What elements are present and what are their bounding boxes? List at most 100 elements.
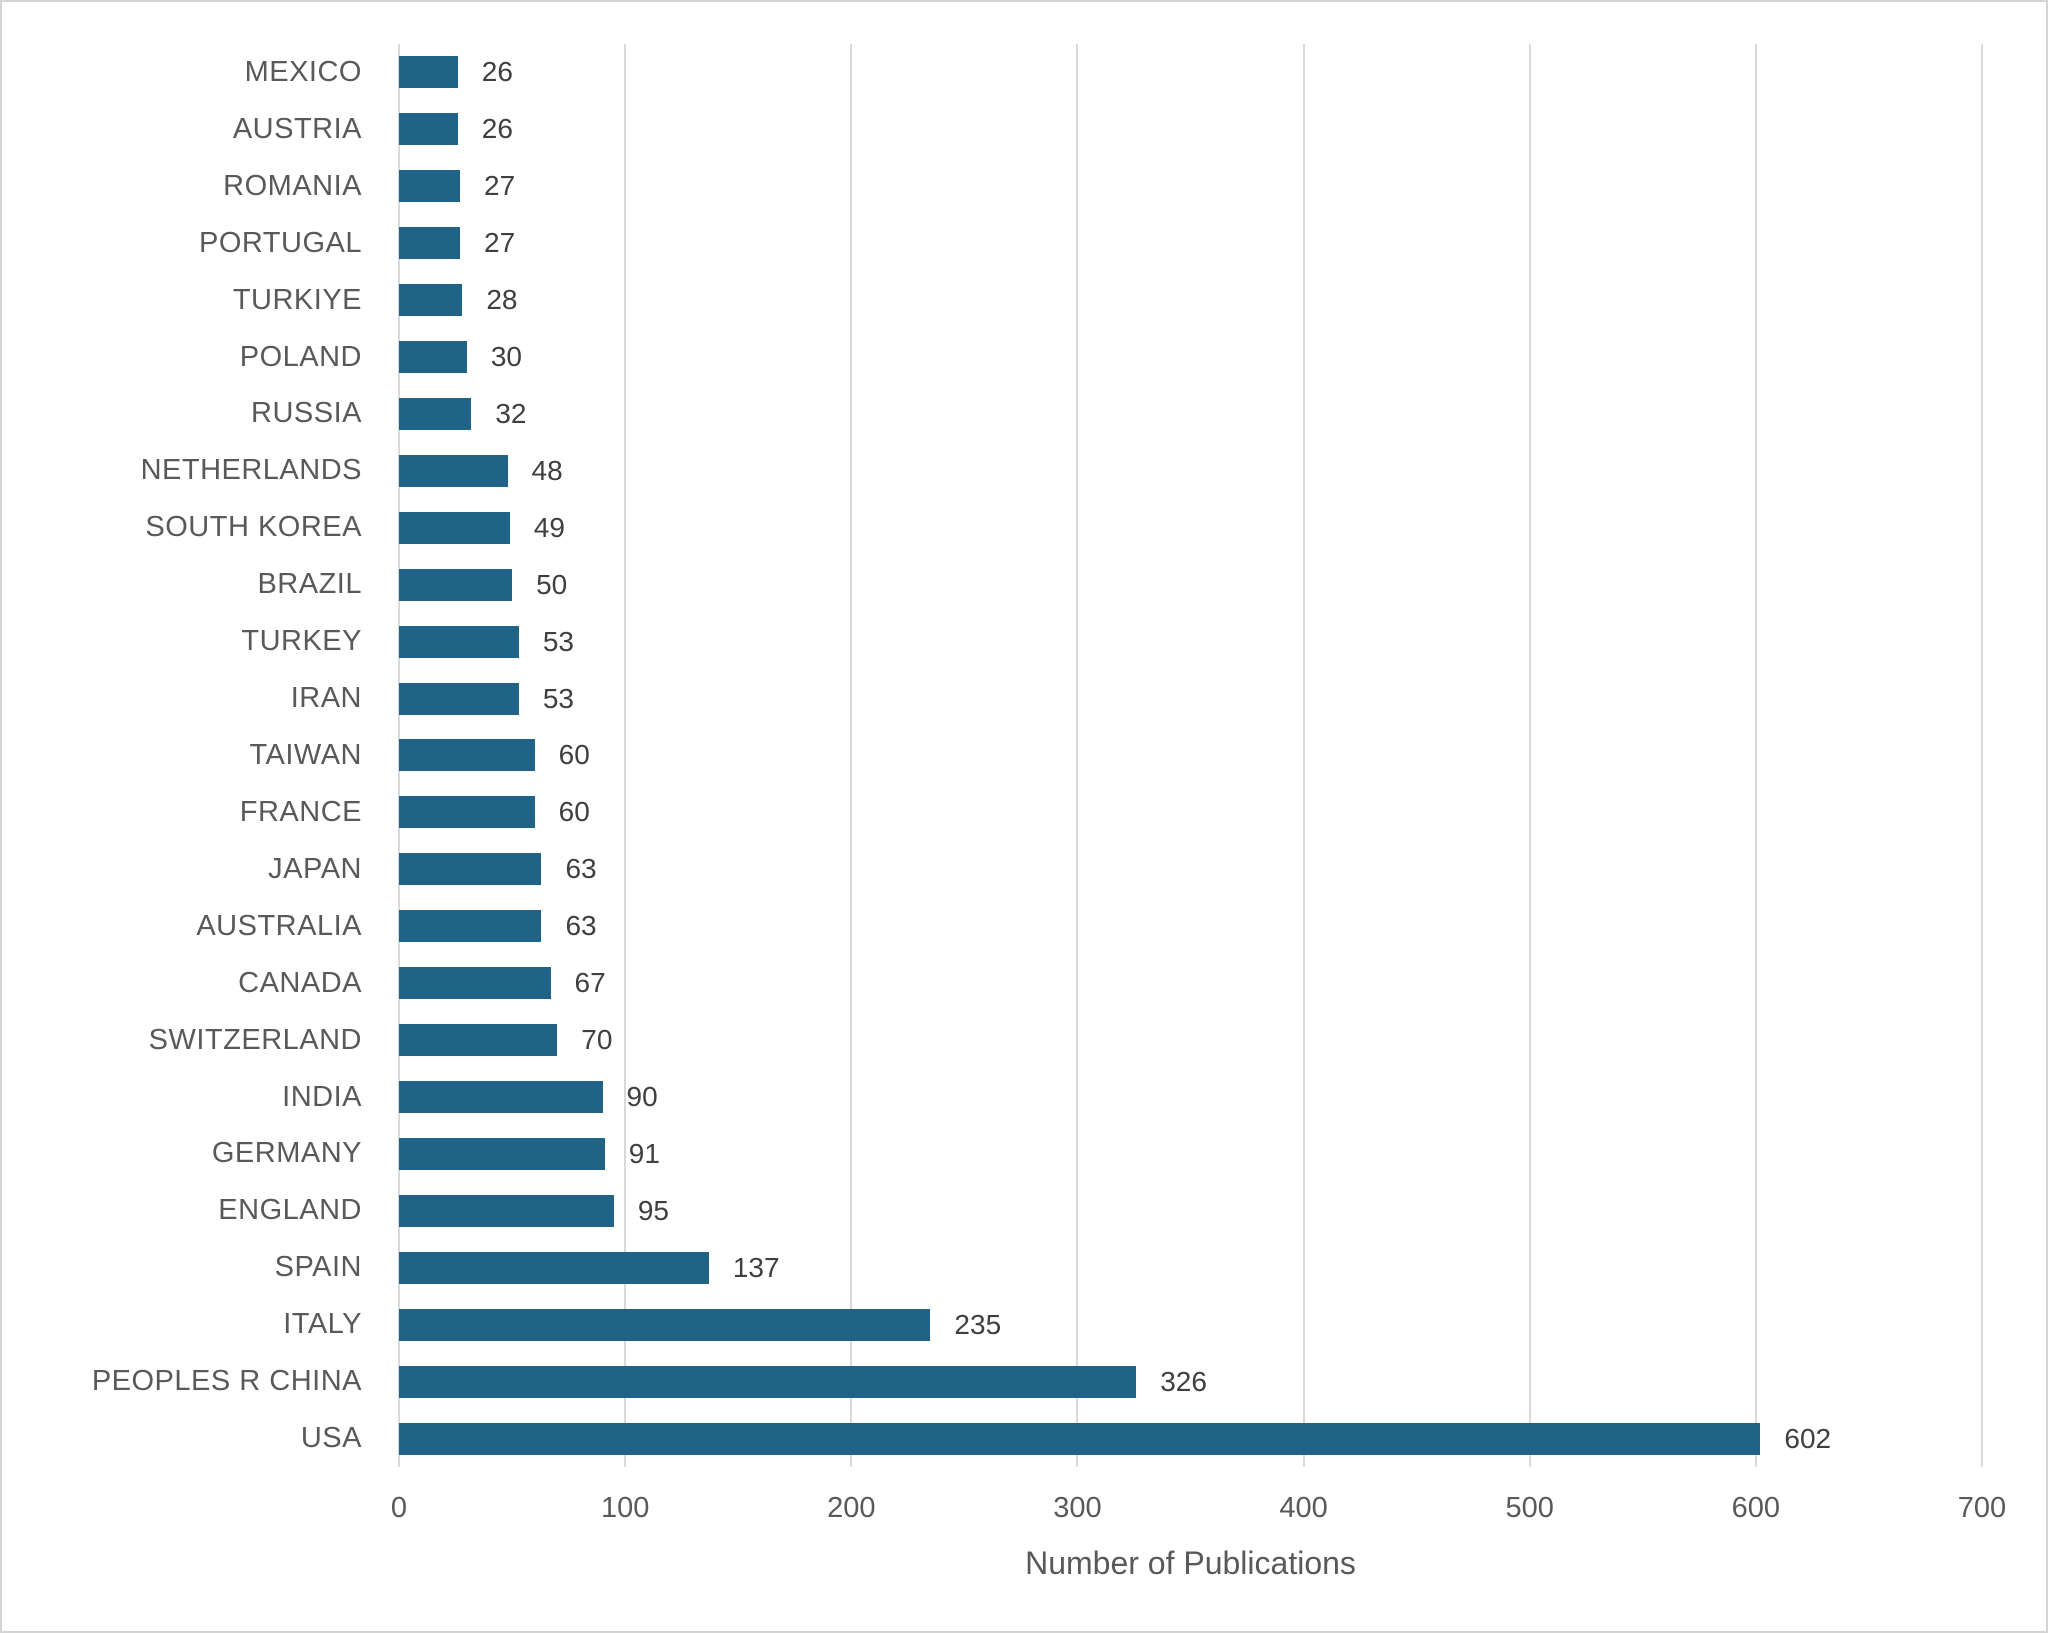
bar-row-canada: CANADA 67 xyxy=(2,955,2046,1012)
value-label: 602 xyxy=(1784,1422,1832,1454)
bar xyxy=(399,625,519,658)
bar xyxy=(399,967,551,1000)
value-label: 60 xyxy=(558,739,590,771)
bar xyxy=(399,511,510,544)
value-label: 90 xyxy=(626,1081,658,1112)
category-label: POLAND xyxy=(239,340,362,373)
bar-row-switzerland: SWITZERLAND 70 xyxy=(2,1012,2046,1069)
value-label: 53 xyxy=(542,682,574,714)
value-label: 28 xyxy=(486,284,518,316)
value-label: 50 xyxy=(536,568,568,600)
category-label: TURKIYE xyxy=(232,283,362,316)
value-label: 63 xyxy=(565,910,597,942)
x-tick-label: 500 xyxy=(1505,1492,1554,1524)
value-label: 27 xyxy=(484,170,516,202)
value-label: 137 xyxy=(732,1251,780,1283)
value-label: 26 xyxy=(481,113,513,145)
bar xyxy=(399,397,472,430)
gridline-x-600 xyxy=(1754,44,1757,1467)
bar xyxy=(399,682,519,715)
bar xyxy=(399,1137,605,1170)
bar-row-turkey: TURKEY 53 xyxy=(2,613,2046,670)
x-tick-label: 100 xyxy=(600,1492,650,1524)
value-label: 60 xyxy=(558,796,590,828)
x-tick-label: 600 xyxy=(1731,1492,1781,1524)
bar xyxy=(399,1251,709,1284)
x-axis-title: Number of Publications xyxy=(1025,1545,1356,1581)
bar xyxy=(399,170,461,203)
bar-row-south-korea: SOUTH KOREA 49 xyxy=(2,499,2046,556)
category-label: MEXICO xyxy=(244,55,362,88)
bar xyxy=(399,1024,558,1057)
category-label: GERMANY xyxy=(211,1137,362,1170)
bar xyxy=(399,1081,603,1113)
category-label: SPAIN xyxy=(274,1251,362,1284)
bar xyxy=(399,227,461,260)
x-tick-label: 300 xyxy=(1053,1492,1102,1524)
bar-row-brazil: BRAZIL 50 xyxy=(2,556,2046,613)
bar xyxy=(399,796,535,829)
category-label: TURKEY xyxy=(241,625,362,658)
bar xyxy=(399,56,458,89)
bar-row-spain: SPAIN 137 xyxy=(2,1239,2046,1296)
x-tick-label: 700 xyxy=(1957,1492,2007,1524)
bar xyxy=(399,284,463,317)
bar-row-mexico: MEXICO 26 xyxy=(2,44,2046,101)
value-label: 27 xyxy=(484,227,516,259)
value-label: 70 xyxy=(581,1024,613,1056)
x-tick-label: 200 xyxy=(827,1492,876,1524)
bar-row-france: FRANCE 60 xyxy=(2,784,2046,841)
category-label: AUSTRALIA xyxy=(196,909,362,942)
bar xyxy=(399,1422,1761,1455)
x-tick-label: 0 xyxy=(390,1492,408,1524)
bar xyxy=(399,739,535,772)
category-label: NETHERLANDS xyxy=(140,454,362,487)
gridline-x-300 xyxy=(1076,44,1079,1467)
gridline-x-100 xyxy=(624,44,627,1467)
value-label: 53 xyxy=(542,625,574,657)
value-label: 67 xyxy=(574,967,606,999)
gridline-x-400 xyxy=(1302,44,1305,1467)
bar-row-austria: AUSTRIA 26 xyxy=(2,101,2046,158)
bar xyxy=(399,454,508,487)
bar-row-taiwan: TAIWAN 60 xyxy=(2,727,2046,784)
value-label: 95 xyxy=(637,1194,669,1226)
bar-row-india: INDIA 90 xyxy=(2,1069,2046,1126)
category-label: RUSSIA xyxy=(251,397,362,430)
bar-row-portugal: PORTUGAL 27 xyxy=(2,215,2046,272)
bar xyxy=(399,1365,1137,1398)
bar-row-russia: RUSSIA 32 xyxy=(2,386,2046,443)
bar-row-australia: AUSTRALIA 63 xyxy=(2,898,2046,955)
bar-row-netherlands: NETHERLANDS 48 xyxy=(2,442,2046,499)
category-label: USA xyxy=(300,1422,362,1455)
category-label: INDIA xyxy=(282,1080,362,1113)
value-label: 63 xyxy=(565,853,597,885)
bar xyxy=(399,341,467,374)
value-label: 49 xyxy=(533,511,565,543)
category-label: AUSTRIA xyxy=(232,112,362,145)
bar-row-iran: IRAN 53 xyxy=(2,670,2046,727)
category-label: SOUTH KOREA xyxy=(145,511,362,544)
category-label: ITALY xyxy=(283,1308,362,1341)
bar xyxy=(399,1194,614,1227)
x-tick-label: 400 xyxy=(1279,1492,1328,1524)
bar-row-england: ENGLAND 95 xyxy=(2,1182,2046,1239)
bar-row-poland: POLAND 30 xyxy=(2,329,2046,386)
value-label: 26 xyxy=(481,56,513,88)
value-label: 30 xyxy=(490,341,522,373)
category-label: SWITZERLAND xyxy=(148,1023,362,1056)
bar-row-italy: ITALY 235 xyxy=(2,1296,2046,1353)
category-label: JAPAN xyxy=(268,852,362,885)
category-label: PORTUGAL xyxy=(198,226,362,259)
bar-row-japan: JAPAN 63 xyxy=(2,841,2046,898)
category-label: ROMANIA xyxy=(223,169,362,202)
value-label: 32 xyxy=(495,397,527,429)
category-label: TAIWAN xyxy=(249,738,362,771)
bar xyxy=(399,568,513,601)
bar-row-turkiye: TURKIYE 28 xyxy=(2,272,2046,329)
value-label: 91 xyxy=(628,1137,660,1169)
bar-row-usa: USA 602 xyxy=(2,1410,2046,1467)
category-label: IRAN xyxy=(290,682,362,715)
gridline-x-700 xyxy=(1981,44,1983,1467)
